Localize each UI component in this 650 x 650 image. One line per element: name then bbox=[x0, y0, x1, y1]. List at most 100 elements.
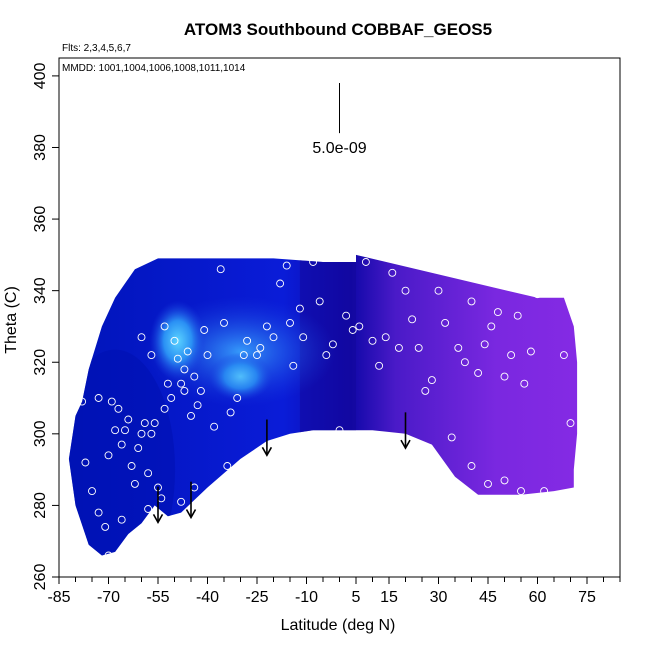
observation-point bbox=[88, 487, 96, 496]
observation-point bbox=[276, 279, 285, 288]
observation-point bbox=[137, 429, 146, 438]
observation-point bbox=[517, 487, 525, 496]
observation-point bbox=[117, 440, 126, 449]
x-tick-label: -40 bbox=[196, 589, 219, 606]
observation-point bbox=[130, 479, 139, 488]
heatmap-field bbox=[68, 254, 578, 556]
observation-point bbox=[134, 444, 143, 453]
x-tick-label: 30 bbox=[430, 589, 448, 606]
observation-point bbox=[282, 261, 291, 270]
observation-point bbox=[170, 336, 179, 345]
observation-point bbox=[553, 286, 562, 295]
observation-point bbox=[289, 361, 298, 370]
observation-point bbox=[203, 351, 212, 360]
x-tick-label: 60 bbox=[529, 589, 547, 606]
observation-point bbox=[500, 476, 509, 485]
observation-point bbox=[286, 318, 294, 327]
observation-point bbox=[566, 419, 575, 428]
observation-point bbox=[147, 351, 156, 360]
observation-point bbox=[513, 311, 522, 320]
observation-point bbox=[183, 347, 192, 356]
observation-point bbox=[375, 361, 384, 370]
observation-points bbox=[78, 258, 575, 560]
observation-point bbox=[467, 462, 476, 470]
observation-point bbox=[94, 508, 103, 517]
x-tick-label: 15 bbox=[380, 589, 398, 606]
chart-title: ATOM3 Southbound COBBAF_GEOS5 bbox=[184, 20, 492, 39]
observation-point bbox=[480, 340, 489, 349]
observation-point bbox=[467, 297, 476, 306]
observation-point bbox=[117, 515, 126, 524]
y-tick-label: 260 bbox=[32, 564, 49, 591]
observation-point bbox=[309, 258, 318, 266]
observation-point bbox=[81, 458, 90, 467]
observation-point bbox=[394, 343, 403, 352]
observation-point bbox=[210, 422, 219, 431]
observation-point bbox=[144, 469, 153, 478]
observation-point bbox=[147, 429, 156, 438]
observation-point bbox=[414, 343, 423, 352]
observation-point bbox=[233, 394, 242, 402]
observation-point bbox=[167, 394, 176, 402]
observation-point bbox=[206, 505, 215, 513]
observation-point bbox=[368, 336, 377, 345]
observation-point bbox=[200, 326, 209, 334]
observation-point bbox=[236, 476, 245, 485]
y-axis-label: Theta (C) bbox=[3, 286, 20, 354]
observation-point bbox=[484, 479, 492, 488]
observation-point bbox=[299, 333, 308, 342]
observation-point bbox=[190, 372, 199, 381]
observation-point bbox=[460, 358, 469, 367]
x-tick-label: -10 bbox=[295, 589, 318, 606]
x-tick-label: -55 bbox=[146, 589, 169, 606]
x-tick-label: 75 bbox=[578, 589, 596, 606]
observation-point bbox=[243, 336, 252, 345]
observation-point bbox=[144, 505, 153, 513]
observation-point bbox=[427, 376, 436, 385]
y-tick-label: 380 bbox=[32, 134, 49, 161]
observation-point bbox=[559, 351, 568, 360]
observation-point bbox=[104, 551, 113, 560]
observation-point bbox=[441, 318, 450, 327]
observation-point bbox=[101, 522, 110, 531]
scale-label: 5.0e-09 bbox=[312, 140, 366, 157]
observation-point bbox=[177, 379, 186, 388]
observation-point bbox=[401, 286, 410, 295]
observation-point bbox=[493, 308, 502, 317]
observation-point bbox=[342, 311, 351, 320]
x-tick-label: -70 bbox=[97, 589, 120, 606]
profile-arrow bbox=[185, 481, 197, 520]
profile-arrow bbox=[152, 486, 164, 525]
observation-point bbox=[239, 351, 248, 360]
y-tick-label: 320 bbox=[32, 349, 49, 376]
x-tick-label: -25 bbox=[245, 589, 268, 606]
observation-point bbox=[140, 419, 149, 428]
y-axis: 260 280 300 320 340 360 380 400 bbox=[32, 62, 59, 590]
observation-point bbox=[328, 340, 337, 349]
x-axis-label: Latitude (deg N) bbox=[281, 617, 396, 634]
observation-point bbox=[94, 394, 103, 402]
observation-point bbox=[226, 408, 235, 417]
observation-point bbox=[127, 462, 136, 470]
observation-point bbox=[335, 426, 344, 435]
observation-point bbox=[540, 261, 549, 270]
observation-point bbox=[540, 487, 549, 496]
observation-point bbox=[388, 268, 397, 277]
x-tick-label: 5 bbox=[352, 589, 361, 606]
observation-point bbox=[256, 343, 265, 352]
x-tick-label: 45 bbox=[479, 589, 497, 606]
observation-point bbox=[348, 326, 357, 334]
observation-point bbox=[177, 497, 186, 506]
observation-point bbox=[160, 404, 169, 413]
observation-point bbox=[315, 297, 324, 306]
observation-point bbox=[104, 451, 113, 460]
observation-point bbox=[269, 333, 278, 342]
observation-point bbox=[78, 397, 87, 406]
x-tick-label: -85 bbox=[47, 589, 70, 606]
dates-note: MMDD: 1001,1004,1006,1008,1011,1014 bbox=[62, 63, 246, 74]
y-tick-label: 300 bbox=[32, 420, 49, 447]
observation-point bbox=[361, 258, 370, 266]
profile-arrow bbox=[261, 419, 273, 457]
observation-point bbox=[253, 351, 261, 360]
